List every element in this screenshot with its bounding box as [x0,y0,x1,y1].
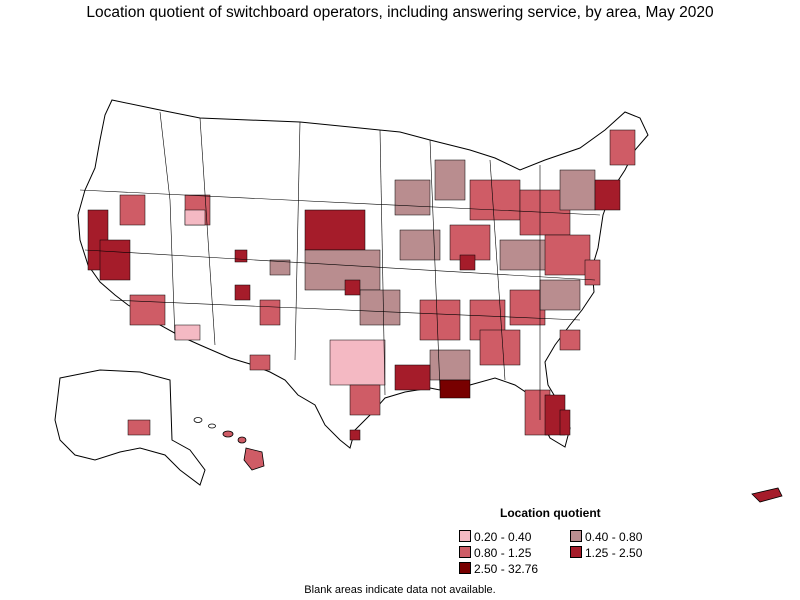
map-area-region [329,339,386,386]
map-area-region [127,419,151,436]
map-area-region [249,354,271,371]
map-area-region [184,209,206,226]
map-area-region [584,259,601,286]
legend-label-3: 1.25 - 2.50 [585,546,643,560]
legend-label-1: 0.40 - 0.80 [585,530,643,544]
map-area-region [469,179,521,221]
puerto-rico [751,487,783,503]
legend-swatch-2 [459,546,471,558]
map-area-region [259,299,281,326]
legend-swatch-3 [570,546,582,558]
map-area-region [344,279,361,296]
map-area-region [234,249,248,263]
map-area-region [479,329,521,366]
map-area-region [429,349,471,381]
map-area-region [99,239,131,281]
map-area-region [439,379,471,399]
legend-swatch-4 [459,562,471,574]
map-area-region [539,279,581,311]
map-area-region [234,284,251,301]
map-area-region [559,409,571,436]
map-area-region [594,179,621,211]
legend-swatch-1 [570,530,582,542]
legend-label-0: 0.20 - 0.40 [474,530,532,544]
state-borders [79,111,601,420]
legend-item-0: 0.20 - 0.40 [459,530,531,544]
map-area-region [359,289,401,326]
legend-item-1: 0.40 - 0.80 [570,530,642,544]
map-area-region [394,179,431,216]
map-area-region [399,229,441,261]
map-area-region [544,234,591,276]
legend-item-4: 2.50 - 32.76 [459,562,538,576]
map-area-region [559,169,596,211]
hawaii-islands [193,417,265,471]
map-title: Location quotient of switchboard operato… [86,4,714,21]
map-area-region [174,324,201,341]
legend-label-2: 0.80 - 1.25 [474,546,532,560]
map-area-region [459,254,476,271]
map-area-region [449,224,491,261]
map-area-region [434,159,466,201]
legend-label-4: 2.50 - 32.76 [474,562,539,576]
map-area-region [269,259,291,276]
map-area-region [304,249,381,291]
map-area-region [394,364,431,391]
map-area-region [129,294,166,326]
map-area-region [119,194,146,226]
legend-swatch-0 [459,530,471,542]
map-area-region [559,329,581,351]
map-area-region [349,384,381,416]
map-area-region [499,239,551,271]
map-area-region [349,429,361,441]
map-area-region [609,129,636,166]
legend-item-2: 0.80 - 1.25 [459,546,531,560]
legend-title: Location quotient [500,506,601,520]
legend-item-3: 1.25 - 2.50 [570,546,642,560]
footnote: Blank areas indicate data not available. [304,584,496,596]
map-area-region [419,299,461,341]
map-area-region [304,209,366,251]
